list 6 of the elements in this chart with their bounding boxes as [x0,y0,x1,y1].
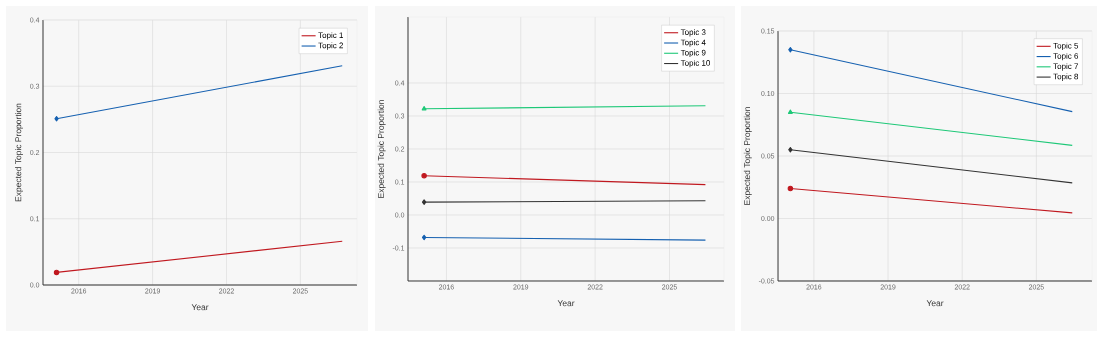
x-axis-title: Year [191,304,209,311]
x-axis-title: Year [926,300,944,307]
y-axis-title: Expected Topic Proportion [377,100,386,198]
y-axis-title: Expected Topic Proportion [15,103,23,202]
y-axis-title: Expected Topic Proportion [743,107,752,205]
x-axis-title: Year [557,300,575,307]
